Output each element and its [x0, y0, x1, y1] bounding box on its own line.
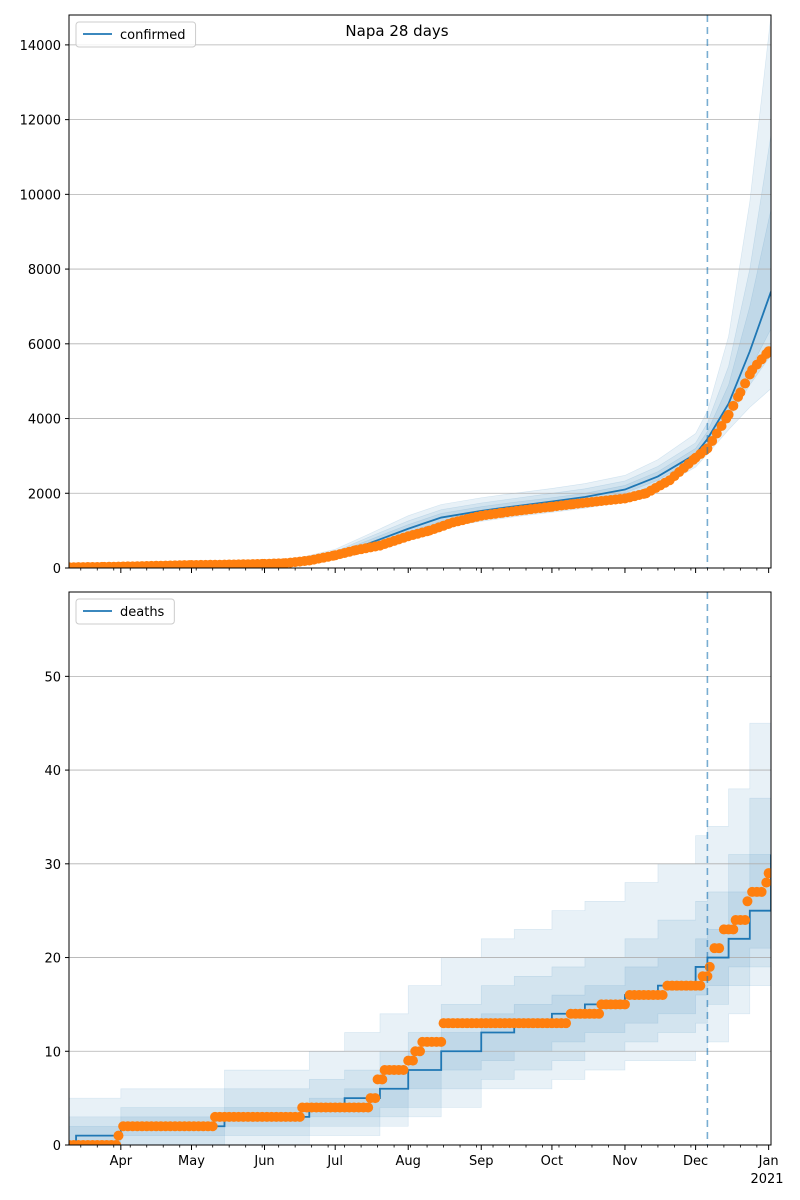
observed-point	[761, 348, 771, 359]
observed-point	[586, 497, 597, 508]
observed-point	[528, 1018, 539, 1029]
observed-point	[700, 445, 711, 456]
y-tick-label: 40	[44, 764, 61, 779]
observed-point	[594, 1008, 605, 1019]
observed-point	[436, 1036, 447, 1047]
observed-point	[721, 413, 732, 424]
observed-point	[214, 559, 225, 568]
observed-point	[707, 435, 718, 446]
uncertainty-band-2	[69, 695, 771, 1145]
observed-point	[728, 400, 739, 411]
observed-point	[299, 556, 310, 567]
observed-point	[615, 493, 626, 504]
observed-point	[407, 1055, 418, 1066]
observed-point	[659, 477, 670, 488]
y-tick-label: 10000	[20, 188, 61, 203]
legend-label-deaths: deaths	[120, 605, 165, 620]
observed-point	[751, 886, 762, 897]
x-tick-label: Aug	[396, 1154, 421, 1169]
observed-point	[695, 980, 706, 991]
confirmed-legend: confirmed	[75, 21, 197, 48]
y-tick-label: 4000	[28, 413, 61, 428]
observed-point	[111, 1140, 122, 1145]
observed-point	[728, 924, 739, 935]
observed-point	[711, 428, 722, 439]
x-year-label: 2021	[750, 1172, 783, 1187]
observed-point	[716, 421, 727, 432]
deaths-legend: deaths	[75, 598, 175, 625]
y-tick-label: 0	[53, 562, 61, 577]
x-tick-label: Dec	[683, 1154, 708, 1169]
y-tick-label: 8000	[28, 263, 61, 278]
observed-point	[763, 868, 771, 879]
chart-title: Napa 28 days	[345, 22, 448, 40]
deaths-axes-frame	[68, 591, 772, 1146]
observed-point	[561, 1018, 572, 1029]
observed-point	[398, 1065, 409, 1076]
observed-point	[733, 391, 744, 402]
observed-point	[398, 532, 409, 543]
y-tick-label: 50	[44, 670, 61, 685]
x-tick-label: Nov	[612, 1154, 638, 1169]
observed-point	[740, 915, 751, 926]
y-tick-label: 2000	[28, 487, 61, 502]
observed-point	[443, 519, 454, 530]
observed-point	[570, 1008, 581, 1019]
observed-point	[688, 454, 699, 465]
observed-point	[619, 999, 630, 1010]
observed-point	[742, 896, 753, 907]
observed-point	[761, 877, 771, 888]
confirmed-panel: 0 2000 4000 6000 8000 10000 12000 14000 Napa 28…	[20, 14, 772, 577]
y-tick-label: 10	[44, 1045, 61, 1060]
confirmed-observed-points	[69, 346, 771, 568]
deaths-observed-points	[69, 868, 771, 1145]
observed-point	[370, 1093, 381, 1104]
x-tick-label: Jul	[326, 1154, 343, 1169]
confirmed-axes-frame	[68, 14, 772, 569]
confirmed-x-ticks	[80, 568, 770, 573]
observed-point	[363, 1102, 374, 1113]
observed-point	[744, 369, 755, 380]
y-tick-label: 12000	[20, 114, 61, 129]
deaths-panel: 0 10 20 30 40 50 Apr May Jun Jul Aug Sep Oct Nov Dec J…	[44, 591, 784, 1187]
x-tick-label: Jun	[253, 1154, 274, 1169]
x-tick-label: Sep	[469, 1154, 494, 1169]
observed-point	[516, 505, 527, 516]
observed-point	[415, 1046, 425, 1057]
legend-label-confirmed: confirmed	[120, 28, 186, 43]
observed-point	[113, 1130, 124, 1141]
observed-point	[294, 1111, 305, 1122]
deaths-y-ticks: 0 10 20 30 40 50	[44, 670, 69, 1154]
observed-point	[657, 990, 668, 1001]
legend-box	[75, 21, 197, 48]
legend-box	[75, 598, 175, 625]
observed-point	[132, 561, 143, 568]
observed-point	[207, 1121, 218, 1132]
deaths-x-ticks: Apr May Jun Jul Aug Sep Oct Nov Dec Jan	[80, 1145, 779, 1169]
y-tick-label: 14000	[20, 39, 61, 54]
observed-point	[704, 961, 715, 972]
x-tick-label: Apr	[110, 1154, 133, 1169]
observed-point	[685, 980, 696, 991]
x-tick-label: Jan	[758, 1154, 779, 1169]
observed-point	[370, 541, 381, 552]
x-tick-label: Oct	[541, 1154, 563, 1169]
y-tick-label: 0	[53, 1139, 61, 1154]
observed-point	[471, 511, 482, 522]
observed-point	[740, 378, 751, 389]
confirmed-y-ticks: 0 2000 4000 6000 8000 10000 12000 14000	[20, 39, 69, 577]
observed-point	[377, 1074, 388, 1085]
y-tick-label: 20	[44, 952, 61, 967]
y-tick-label: 30	[44, 858, 61, 873]
observed-point	[714, 943, 725, 954]
y-tick-label: 6000	[28, 338, 61, 353]
x-tick-label: May	[178, 1154, 205, 1169]
